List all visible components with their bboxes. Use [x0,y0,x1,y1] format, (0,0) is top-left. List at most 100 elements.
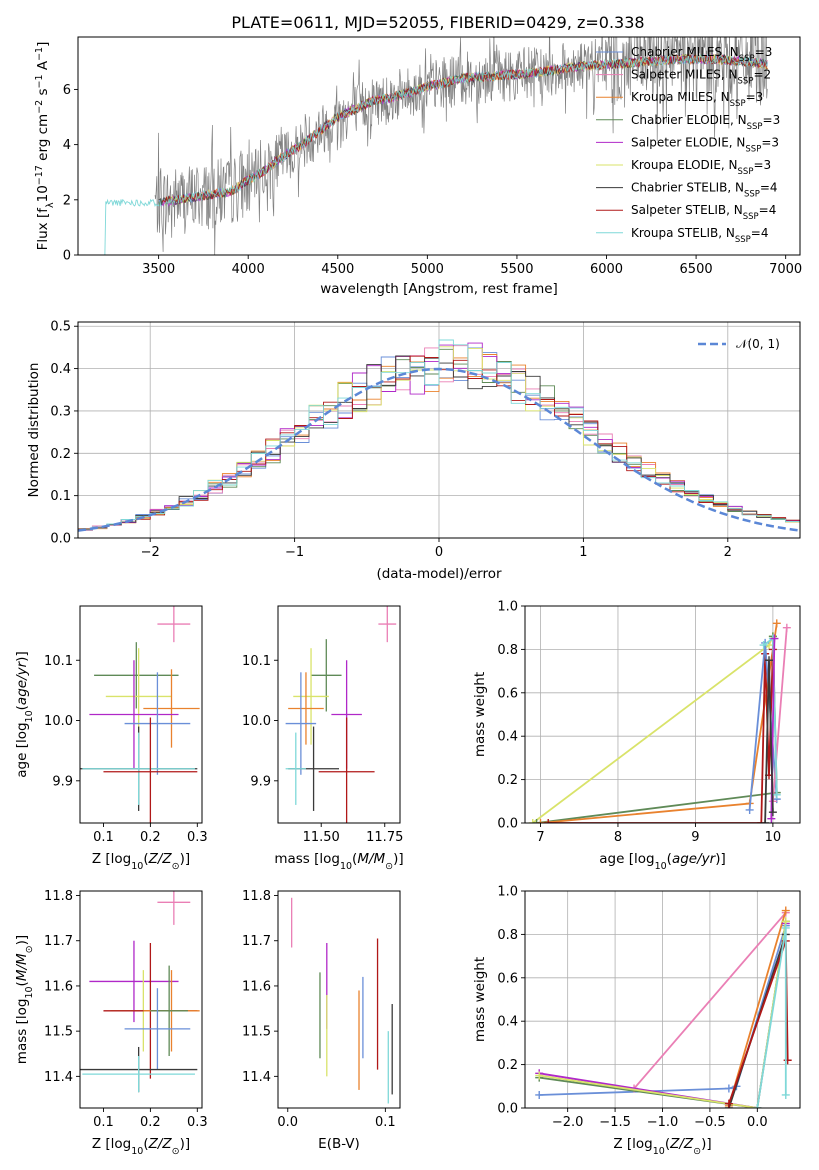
mass-weight-marker [783,1056,792,1065]
age-vs-Z-panel-plot-area [80,606,200,823]
spectrum-panel-ytick-label: 6 [63,83,71,98]
mass-weight-Z-panel-ytick-label: 0.2 [497,1058,518,1073]
spectrum-ylabel: Flux [fλ10−17 erg cm−2 s−1 A−1] [34,42,56,251]
mass-vs-ebv-panel: 0.0 0.1 11.4 11.5 11.6 11.7 11.8 E(B-V) [242,889,401,1152]
mass-weight-Z-panel-xtick-label: −1.0 [647,1115,679,1130]
spectrum-model-line [161,53,768,205]
gaussian-reference-curve [78,367,800,532]
age-vs-mass-panel-xtick-label: 11.50 [303,830,340,845]
mass-weight-marker [532,819,541,823]
age-vs-Z-panel-ytick-label: 10.1 [44,654,73,669]
age-vs-mass-panel-ytick-label: 10.0 [242,714,271,729]
residual-panel-frame: −2 −1 0 1 2 0.0 0.1 0.2 0.3 0.4 0.5 𝒩(0, 1) (data-mo… [26,320,801,582]
spectrum-model-start [104,198,163,255]
mass-weight-Z-panel-frame: −2.0 −1.5 −1.0 −0.5 0.0 0.0 0.2 0.4 0.6 0.8 1.0 Z [… [472,885,801,1157]
mass-weight-Z-panel-xtick-label: −2.0 [552,1115,584,1130]
age-vs-Z-panel-xtick-label: 0.1 [93,830,114,845]
legend-entry: Kroupa STELIB, NSSP=4 [631,226,769,245]
mass-weight-marker [772,619,781,628]
mass-weight-marker [759,641,768,650]
spectrum-panel-xtick-label: 6000 [590,262,623,277]
legend-entry: Chabrier STELIB, NSSP=4 [631,181,778,200]
mass-vs-Z-panel-frame: 0.1 0.2 0.3 11.4 11.5 11.6 11.7 11.8 Z [log10(Z/… [14,889,208,1156]
residual-histogram-step [78,339,800,531]
mass-weight-Z-panel: −2.0 −1.5 −1.0 −0.5 0.0 0.0 0.2 0.4 0.6 0.8 1.0 Z [… [472,885,801,1157]
mass-weight-line [756,927,787,1108]
age-vs-Z-panel-xlabel: Z [log10(Z/Z⊙)] [92,851,190,872]
mass-weight-age-panel-plot-area [528,619,791,823]
mass-weight-age-panel-ytick-label: 1.0 [497,600,518,615]
spectrum-panel-ytick-label: 0 [63,249,71,264]
figure-title: PLATE=0611, MJD=52055, FIBERID=0429, z=0… [231,13,644,32]
mass-weight-age-panel-xtick-label: 10 [765,830,782,845]
age-vs-Z-panel-ytick-label: 10.0 [44,714,73,729]
age-vs-Z-panel-ytick-label: 9.9 [52,774,73,789]
spectrum-panel-xtick-label: 5000 [411,262,444,277]
mass-vs-Z-panel-ytick-label: 11.8 [44,889,73,904]
mass-vs-ebv-panel-ytick-label: 11.4 [242,1070,271,1085]
age-vs-Z-panel-axes-frame [79,605,203,824]
mass-vs-Z-panel-xtick-label: 0.3 [187,1115,208,1130]
mass-vs-ebv-panel-xtick-label: 0.0 [277,1115,298,1130]
mass-vs-Z-panel: 0.1 0.2 0.3 11.4 11.5 11.6 11.7 11.8 Z [log10(Z/… [14,889,208,1156]
mass-weight-line [728,910,787,1107]
mass-weight-line [532,636,774,823]
spectrum-panel-xtick-label: 5500 [500,262,533,277]
mass-weight-marker [753,1104,762,1108]
mass-vs-ebv-panel-ytick-label: 11.5 [242,1025,271,1040]
mass-vs-ebv-panel-xtick-label: 0.1 [375,1115,396,1130]
age-vs-mass-panel-plot-area [285,606,397,823]
residual-panel-ytick-label: 0.4 [50,362,71,377]
mass-weight-Z-panel-xtick-label: −0.5 [694,1115,726,1130]
legend-entry: Salpeter ELODIE, NSSP=3 [631,135,779,154]
age-vs-Z-panel-xtick-label: 0.2 [140,830,161,845]
residual-panel: −2 −1 0 1 2 0.0 0.1 0.2 0.3 0.4 0.5 𝒩(0, 1) (data-mo… [26,320,801,582]
mass-weight-age-panel-ytick-label: 0.0 [497,817,518,832]
residual-panel-xtick-label: 1 [579,545,587,560]
mass-weight-age-panel-xtick-label: 7 [536,830,544,845]
mass-vs-ebv-panel-ytick-label: 11.6 [242,979,271,994]
mass-weight-marker [528,819,537,823]
age-vs-mass-panel: 11.50 11.75 9.9 10.0 10.1 mass [log10(M/M⊙)] [242,605,404,872]
residual-panel-xtick-label: 2 [724,545,732,560]
mass-weight-marker [767,814,776,823]
mass-vs-Z-panel-ytick-label: 11.7 [44,934,73,949]
mass-weight-marker [724,1084,733,1093]
age-vs-mass-panel-xtick-label: 11.75 [366,830,403,845]
age-vs-mass-panel-ytick-label: 9.9 [250,774,271,789]
mass-weight-age-panel-xlabel: age [log10(age/yr)] [599,851,725,872]
legend-entry: Chabrier MILES, NSSP=3 [631,45,772,64]
mass-weight-line [540,623,778,823]
residual-panel-ytick-label: 0.3 [50,404,71,419]
mass-weight-age-panel-frame: 7 8 9 10 0.0 0.2 0.4 0.6 0.8 1.0 age [log10(age/yr… [472,600,801,872]
residual-panel-ytick-label: 0.1 [50,489,71,504]
mass-weight-Z-panel-plot-area [535,906,792,1108]
residual-panel-ytick-label: 0.2 [50,447,71,462]
mass-vs-Z-panel-ytick-label: 11.6 [44,979,73,994]
mass-vs-Z-panel-xtick-label: 0.1 [93,1115,114,1130]
legend-entry: Kroupa ELODIE, NSSP=3 [631,158,771,177]
mass-weight-age-panel-ylabel: mass weight [472,672,488,757]
residual-ylabel: Normed distribution [26,363,42,498]
mass-vs-ebv-panel-plot-area [291,897,393,1104]
mass-weight-age-panel-ytick-label: 0.6 [497,686,518,701]
residual-panel-plot-area [78,339,800,532]
spectrum-panel-xtick-label: 4500 [321,262,354,277]
age-vs-Z-panel-xtick-label: 0.3 [187,830,208,845]
spectrum-panel-axes-frame [77,36,801,256]
mass-weight-age-panel-ytick-label: 0.8 [497,643,518,658]
mass-weight-marker [745,805,754,814]
age-vs-mass-panel-frame: 11.50 11.75 9.9 10.0 10.1 mass [log10(M/M⊙)] [242,605,404,872]
mass-weight-age-panel: 7 8 9 10 0.0 0.2 0.4 0.6 0.8 1.0 age [log10(age/yr… [472,600,801,872]
mass-weight-marker [757,819,766,823]
residual-panel-xtick-label: −2 [141,545,160,560]
mass-vs-Z-panel-xtick-label: 0.2 [140,1115,161,1130]
mass-weight-marker [781,1090,790,1099]
age-vs-Z-panel-frame: 0.1 0.2 0.3 9.9 10.0 10.1 Z [log10(Z/Z⊙)] age [… [14,605,208,872]
residual-panel-xtick-label: 0 [435,545,443,560]
legend-entry: Kroupa MILES, NSSP=3 [631,90,763,109]
mass-weight-line [633,912,787,1090]
mass-weight-age-panel-ytick-label: 0.2 [497,773,518,788]
mass-weight-Z-panel-ytick-label: 0.4 [497,1015,518,1030]
